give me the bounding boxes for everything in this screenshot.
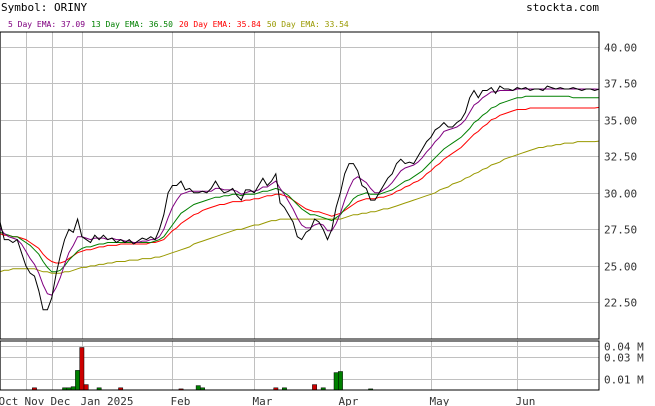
site-label: stockta.com [526, 1, 599, 14]
date-label: Jun [516, 395, 536, 406]
date-axis-labels: Oct Nov Dec Jan 2025 Feb Mar Apr May Jun [0, 395, 535, 406]
price-series-group [0, 85, 600, 311]
price-axis-labels: 40.00 37.50 35.00 32.50 30.00 27.50 25.00 22.50 [604, 42, 637, 310]
legend-ema13: 13 Day EMA: 36.50 [91, 20, 173, 29]
price-tick-label: 35.00 [604, 115, 637, 128]
legend-ema50: 50 Day EMA: 33.54 [267, 20, 349, 29]
ema13-line [0, 95, 599, 273]
volume-tick-label: 0.01 M [604, 374, 644, 387]
volume-bar [195, 385, 201, 391]
date-label: Feb [171, 395, 191, 406]
date-label: Mar [253, 395, 273, 406]
price-tick-label: 27.50 [604, 224, 637, 237]
price-tick-label: 25.00 [604, 261, 637, 274]
ema5-line [0, 88, 600, 296]
price-tick-label: 22.50 [604, 297, 637, 310]
symbol-label: Symbol: ORINY [1, 1, 87, 14]
price-panel-frame [0, 31, 600, 340]
price-tick-label: 40.00 [604, 42, 637, 55]
volume-bar [83, 384, 89, 391]
volume-bar [75, 370, 80, 391]
price-tick-label: 30.00 [604, 188, 637, 201]
volume-tick-label: 0.03 M [604, 352, 644, 365]
volume-axis-labels: 0.04 M0.03 M 0.01 M [604, 341, 644, 387]
date-label: Oct [0, 395, 18, 406]
ema50-line [0, 140, 600, 274]
price-tick-label: 37.50 [604, 78, 637, 91]
date-label: Dec [51, 395, 71, 406]
price-line [0, 85, 600, 311]
date-label: Apr [339, 395, 359, 406]
volume-bar [312, 384, 317, 391]
price-tick-label: 32.50 [604, 151, 637, 164]
legend-ema20: 20 Day EMA: 35.84 [179, 20, 261, 29]
ema20-line [0, 106, 600, 264]
legend-ema5: 5 Day EMA: 37.09 [8, 20, 85, 29]
volume-panel-frame [0, 340, 600, 391]
date-label: Nov [25, 395, 45, 406]
volume-bar [79, 347, 85, 391]
date-label: Jan 2025 [81, 395, 134, 406]
volume-bar [338, 371, 343, 391]
legend: 5 Day EMA: 37.09 13 Day EMA: 36.50 20 Day … [8, 20, 349, 29]
volume-tick-label: 0.04 M [604, 341, 644, 354]
volume-bar [333, 372, 339, 391]
date-label: May [430, 395, 450, 406]
